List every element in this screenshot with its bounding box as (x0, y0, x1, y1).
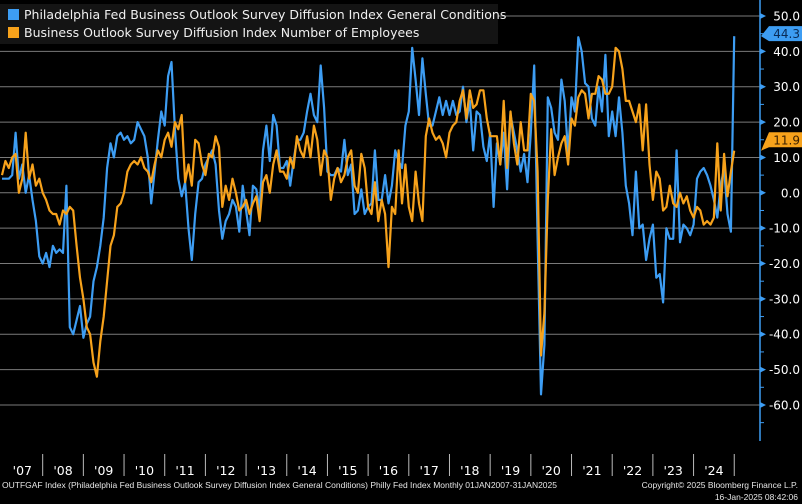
x-tick-label: '09 (94, 463, 113, 478)
x-tick-label: '21 (582, 463, 601, 478)
x-tick-label: '11 (175, 463, 194, 478)
y-tick-marker (760, 119, 766, 126)
y-tick-marker (760, 260, 766, 267)
legend-label: Philadelphia Fed Business Outlook Survey… (24, 7, 507, 22)
y-tick-label: -30.0 (769, 292, 800, 306)
y-tick-label: 30.0 (773, 80, 800, 94)
y-tick-label: -10.0 (769, 222, 800, 236)
x-tick-label: '20 (542, 463, 561, 478)
y-tick-label: -40.0 (769, 328, 800, 342)
legend-item-employees: Business Outlook Survey Diffusion Index … (8, 25, 419, 41)
x-tick-label: '07 (13, 463, 32, 478)
legend-swatch-orange (8, 27, 19, 38)
legend-label: Business Outlook Survey Diffusion Index … (24, 25, 420, 40)
x-tick-label: '15 (338, 463, 357, 478)
legend-item-general-conditions: Philadelphia Fed Business Outlook Survey… (8, 7, 506, 23)
y-tick-marker (760, 154, 766, 161)
series-line-employees (0, 46, 736, 378)
y-tick-label: -50.0 (769, 363, 800, 377)
x-tick-label: '23 (664, 463, 683, 478)
legend-swatch-blue (8, 9, 19, 20)
y-tick-label: -60.0 (769, 398, 800, 412)
y-tick-marker (760, 401, 766, 408)
footer-timestamp: 16-Jan-2025 08:42:06 (714, 492, 798, 502)
x-tick-label: '08 (53, 463, 72, 478)
x-tick-label: '13 (257, 463, 276, 478)
x-tick-label: '18 (460, 463, 479, 478)
y-tick-label: 0.0 (781, 186, 800, 200)
footer-source: OUTFGAF Index (Philadelphia Fed Business… (2, 480, 557, 490)
last-value-label: 44.3 (773, 27, 800, 41)
y-tick-label: 20.0 (773, 116, 800, 130)
y-tick-marker (760, 295, 766, 302)
y-tick-marker (760, 189, 766, 196)
last-value-tag-0: 44.3 (761, 26, 802, 42)
y-tick-marker (760, 13, 766, 19)
y-tick-marker (760, 366, 766, 373)
y-tick-label: 40.0 (773, 45, 800, 59)
x-tick-label: '14 (297, 463, 316, 478)
y-tick-marker (760, 83, 766, 90)
x-tick-label: '22 (623, 463, 642, 478)
y-tick-marker (760, 331, 766, 338)
y-tick-label: 10.0 (773, 151, 800, 165)
x-tick-label: '17 (419, 463, 438, 478)
x-tick-label: '19 (501, 463, 520, 478)
x-tick-label: '12 (216, 463, 235, 478)
y-tick-label: -20.0 (769, 257, 800, 271)
last-value-badge (761, 26, 802, 42)
x-tick-label: '16 (379, 463, 398, 478)
footer-copyright: Copyright© 2025 Bloomberg Finance L.P. (641, 480, 798, 490)
y-tick-marker (760, 48, 766, 55)
chart-legend: Philadelphia Fed Business Outlook Survey… (0, 4, 506, 44)
y-tick-label: 50.0 (773, 10, 800, 24)
last-value-label: 11.9 (773, 133, 800, 147)
line-chart: 50.0 40.0 30.0 20.0 10.0 0.0 -10.0 -20.0 -30.0 -4… (0, 0, 802, 478)
y-tick-marker (760, 225, 766, 232)
x-tick-label: '10 (135, 463, 154, 478)
last-value-badge (761, 132, 802, 151)
x-tick-label: '24 (704, 463, 723, 478)
last-value-tag-1: 11.9 (761, 132, 802, 151)
